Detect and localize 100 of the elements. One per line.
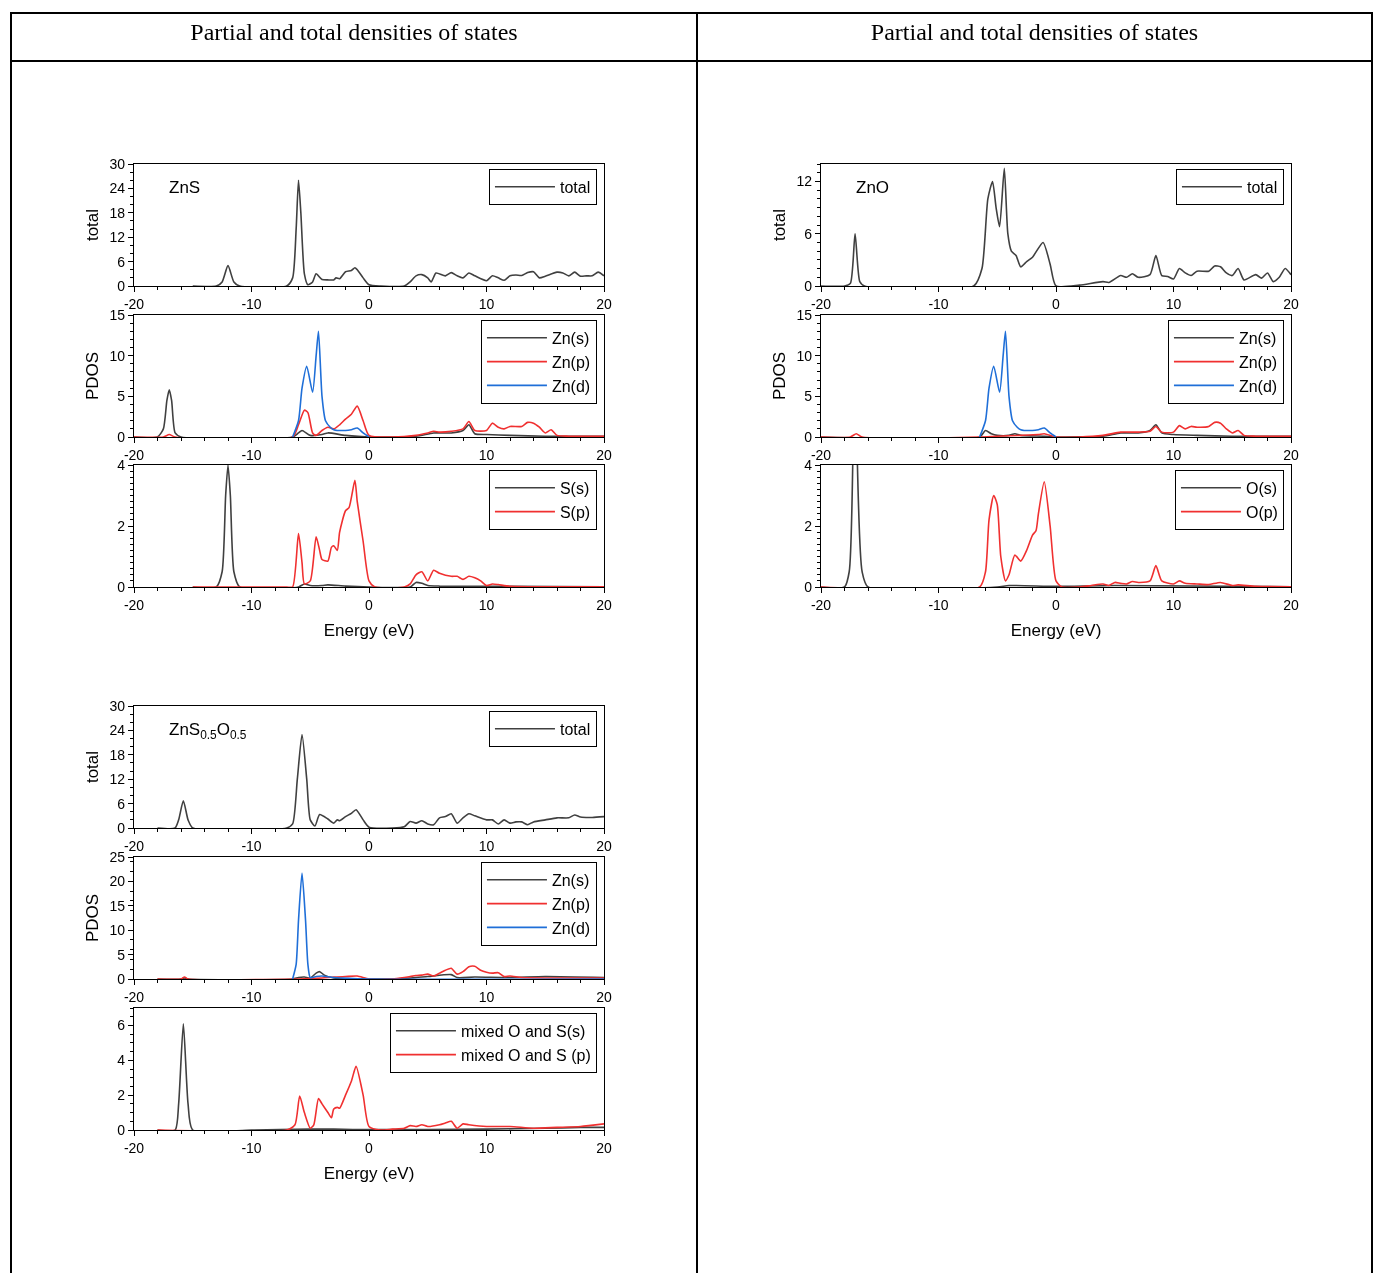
- x-tick-label: 10: [478, 296, 495, 312]
- legend-label: O(s): [1245, 480, 1278, 498]
- y-tick-label: 24: [109, 722, 126, 739]
- x-tick-label: 20: [1283, 447, 1299, 463]
- y-tick-label: 24: [109, 180, 126, 197]
- x-tick-label: 20: [596, 597, 612, 613]
- y-tick-label: 0: [117, 819, 126, 836]
- legend-label: Zn(p): [551, 895, 591, 913]
- y-tick-label: 4: [804, 456, 813, 473]
- x-tick-label: 0: [365, 447, 374, 463]
- x-tick-label: -20: [810, 296, 832, 312]
- x-tick-label: 20: [596, 838, 612, 854]
- legend-label: Zn(d): [1238, 377, 1278, 395]
- y-tick-label: 0: [804, 578, 813, 595]
- legend-label: total: [1246, 179, 1278, 197]
- x-axis-title: Energy (eV): [1010, 621, 1102, 641]
- y-tick-label: 18: [109, 204, 126, 221]
- x-tick-label: 0: [365, 989, 374, 1005]
- y-tick-label: 0: [117, 1121, 126, 1138]
- legend-label: S(p): [559, 503, 591, 521]
- y-tick-label: 2: [804, 517, 813, 534]
- y-tick-label: 12: [109, 771, 126, 788]
- y-axis-title: PDOS: [83, 893, 103, 943]
- y-tick-label: 6: [117, 253, 126, 270]
- y-tick-label: 0: [117, 428, 126, 445]
- y-axis-title: total: [83, 208, 103, 242]
- x-tick-label: -20: [123, 838, 145, 854]
- legend-label: Zn(s): [551, 330, 590, 348]
- y-tick-label: 6: [804, 225, 813, 242]
- x-tick-label: -10: [928, 597, 949, 613]
- x-tick-label: 10: [478, 447, 495, 463]
- legend-label: S(s): [559, 480, 590, 498]
- annotation: ZnS$_{0.5}$O$_{0.5}$: [169, 720, 247, 742]
- x-tick-label: 10: [478, 989, 495, 1005]
- x-tick-label: 20: [596, 989, 612, 1005]
- x-tick-label: 0: [1052, 296, 1061, 312]
- y-tick-label: 10: [796, 347, 813, 364]
- y-tick-label: 30: [109, 155, 126, 172]
- x-tick-label: -20: [123, 989, 145, 1005]
- x-tick-label: 20: [596, 1140, 612, 1156]
- y-tick-label: 25: [109, 848, 126, 865]
- x-tick-label: 0: [365, 296, 374, 312]
- x-tick-label: -20: [810, 447, 832, 463]
- chart-title: Partial and total densities of states: [189, 18, 519, 47]
- x-tick-label: 10: [1165, 597, 1182, 613]
- y-axis-title: total: [770, 208, 790, 242]
- y-tick-label: 5: [117, 388, 126, 405]
- y-tick-label: 10: [109, 922, 126, 939]
- x-tick-label: -20: [123, 447, 145, 463]
- x-tick-label: -10: [241, 447, 262, 463]
- y-tick-label: 15: [109, 897, 126, 914]
- y-tick-label: 0: [117, 970, 126, 987]
- x-tick-label: -10: [241, 1140, 262, 1156]
- x-tick-label: 20: [596, 296, 612, 312]
- line-series: [291, 330, 370, 437]
- legend-label: Zn(d): [551, 377, 591, 395]
- legend-label: Zn(p): [551, 353, 591, 371]
- x-tick-label: -20: [123, 1140, 145, 1156]
- y-tick-label: 15: [109, 306, 126, 323]
- legend-label: Zn(s): [551, 872, 590, 890]
- y-axis-title: total: [83, 750, 103, 784]
- legend-label: mixed O and S(s): [460, 1023, 586, 1041]
- x-tick-label: 20: [1283, 296, 1299, 312]
- y-tick-label: 2: [117, 517, 126, 534]
- chart-title: Partial and total densities of states: [869, 18, 1200, 47]
- x-tick-label: -20: [123, 296, 145, 312]
- y-tick-label: 10: [109, 347, 126, 364]
- x-tick-label: -20: [810, 597, 832, 613]
- x-tick-label: -10: [241, 597, 262, 613]
- y-tick-label: 20: [109, 873, 126, 890]
- y-tick-label: 12: [109, 229, 126, 246]
- legend-label: Zn(p): [1238, 353, 1278, 371]
- x-tick-label: 0: [1052, 447, 1061, 463]
- x-axis-title: Energy (eV): [323, 621, 415, 641]
- x-tick-label: 0: [365, 1140, 374, 1156]
- legend-label: mixed O and S (p): [460, 1046, 591, 1064]
- y-tick-label: 4: [117, 456, 126, 473]
- y-axis-title: PDOS: [83, 351, 103, 401]
- x-tick-label: -10: [241, 989, 262, 1005]
- y-tick-label: 5: [117, 946, 126, 963]
- x-tick-label: 10: [478, 597, 495, 613]
- y-tick-label: 0: [804, 277, 813, 294]
- x-tick-label: -20: [123, 597, 145, 613]
- x-tick-label: 10: [1165, 447, 1182, 463]
- y-axis-title: PDOS: [770, 351, 790, 401]
- x-tick-label: 10: [478, 838, 495, 854]
- line-series: [978, 330, 1057, 437]
- y-tick-label: 5: [804, 388, 813, 405]
- x-axis-title: Energy (eV): [323, 1164, 415, 1184]
- line-series: [291, 872, 604, 979]
- y-tick-label: 15: [796, 306, 813, 323]
- legend-label: O(p): [1245, 503, 1278, 521]
- x-tick-label: 20: [1283, 597, 1299, 613]
- x-tick-label: -10: [928, 447, 949, 463]
- legend-label: total: [559, 179, 591, 197]
- y-tick-label: 12: [796, 173, 813, 190]
- y-tick-label: 6: [117, 1017, 126, 1034]
- x-tick-label: 0: [365, 838, 374, 854]
- x-tick-label: 0: [365, 597, 374, 613]
- legend-label: total: [559, 721, 591, 739]
